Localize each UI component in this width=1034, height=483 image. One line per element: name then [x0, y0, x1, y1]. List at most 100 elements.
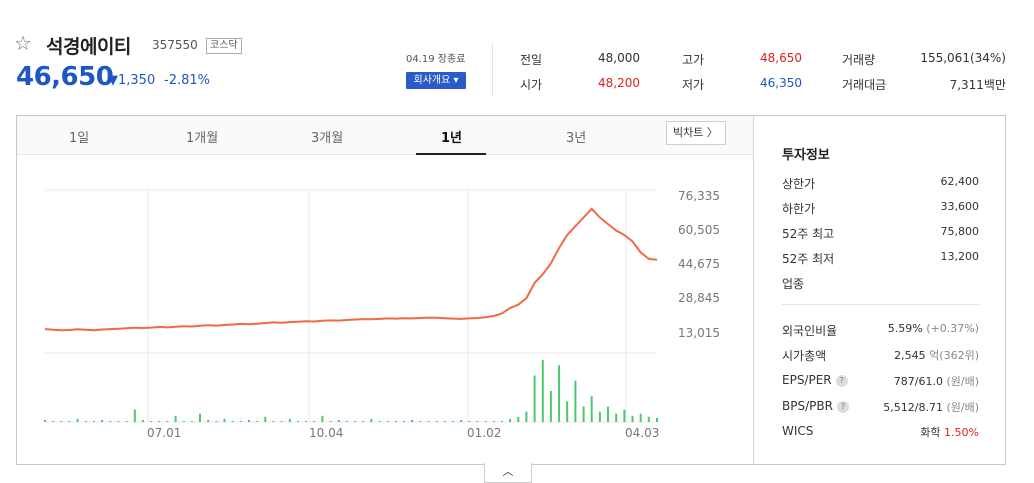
volume-bar — [492, 421, 495, 422]
help-icon[interactable]: ? — [835, 374, 848, 387]
y-tick: 13,015 — [678, 326, 720, 340]
volume-bar — [460, 419, 463, 422]
foreign-ratio-number: 5.59% — [887, 322, 923, 335]
volume-bar — [52, 421, 55, 422]
volume-bar — [468, 421, 471, 422]
volume-bar — [615, 413, 618, 422]
eps-per-text: EPS/PER — [782, 373, 832, 387]
volume-bar — [370, 418, 373, 422]
foreign-ratio-label: 외국인비율 — [782, 324, 838, 338]
volume-bar — [362, 421, 365, 422]
side-divider — [753, 116, 754, 464]
volume-bar — [403, 421, 405, 422]
volume-bar — [476, 421, 479, 422]
company-overview-button[interactable]: 회사개요 ▾ — [406, 72, 466, 89]
volume-bar — [280, 421, 283, 422]
side-divider-line — [782, 304, 979, 305]
volume-bar — [558, 365, 561, 422]
current-price: 46,650 — [16, 62, 114, 92]
volume-bar — [329, 421, 332, 422]
lower-limit-value: 33,600 — [940, 200, 980, 213]
52w-high-label: 52주 최고 — [782, 227, 835, 241]
high-label: 고가 — [682, 53, 705, 67]
header-divider — [492, 44, 493, 96]
price-change: ▼1,350 — [108, 73, 156, 88]
volume-bar — [411, 419, 414, 422]
volume-bar — [133, 409, 136, 422]
volume-bar — [68, 421, 71, 422]
volume-bar — [590, 396, 593, 422]
foreign-ratio-value: 5.59% (+0.37%) — [888, 322, 979, 335]
market-cap-label: 시가총액 — [782, 349, 827, 363]
collapse-toggle[interactable]: ︿ — [484, 463, 532, 483]
volume-bar — [549, 391, 552, 422]
volume-bar — [248, 419, 250, 422]
bps-pbr-label: BPS/PBR? — [782, 399, 849, 413]
wics-value: 화학 1.50% — [920, 424, 979, 440]
volume-bar — [231, 421, 234, 422]
eps-per-value: 787/61.0 (원/배) — [894, 373, 979, 389]
volume-bar — [427, 421, 430, 422]
bps-pbr-number: 5,512/8.71 — [883, 401, 943, 414]
market-cap-unit: 억(362위) — [929, 349, 979, 362]
trade-amount-label: 거래대금 — [842, 78, 887, 92]
volume-bar — [623, 409, 626, 422]
volume-bar — [582, 406, 585, 422]
y-tick: 60,505 — [678, 223, 720, 237]
period-tab-bar — [17, 116, 753, 155]
y-tick: 44,675 — [678, 257, 720, 271]
volume-bar — [190, 421, 193, 422]
prev-close-value: 48,000 — [598, 51, 640, 65]
volume-bar — [574, 380, 577, 422]
low-value: 46,350 — [760, 76, 802, 90]
tab-3y[interactable]: 3년 — [566, 131, 587, 146]
volume-bar — [378, 421, 381, 422]
volume-bar — [239, 421, 242, 422]
volume-bar — [101, 419, 104, 422]
open-label: 시가 — [520, 78, 543, 92]
help-icon[interactable]: ? — [836, 400, 849, 413]
tab-1y[interactable]: 1년 — [441, 131, 463, 146]
volume-bar — [607, 406, 609, 422]
bps-pbr-value: 5,512/8.71 (원/배) — [883, 399, 979, 415]
volume-bar — [207, 419, 210, 422]
tab-1d[interactable]: 1일 — [69, 131, 90, 146]
volume-bar — [452, 421, 454, 422]
volume-bar — [264, 416, 267, 422]
volume-bar — [533, 375, 536, 422]
volume-bar — [321, 415, 324, 422]
lower-limit-label: 하한가 — [782, 202, 816, 216]
favorite-star-icon[interactable]: ☆ — [14, 31, 32, 55]
volume-bar — [84, 421, 87, 422]
52w-high-value: 75,800 — [940, 225, 980, 238]
volume-bar — [305, 421, 308, 422]
volume-bar — [44, 419, 46, 422]
volume-bar — [419, 421, 422, 422]
volume-bar — [566, 401, 569, 422]
volume-bar — [125, 421, 128, 422]
y-tick: 28,845 — [678, 291, 720, 305]
volume-bar — [60, 421, 63, 422]
52w-low-label: 52주 최저 — [782, 252, 835, 266]
low-label: 저가 — [682, 78, 705, 92]
foreign-ratio-change: (+0.37%) — [926, 322, 979, 335]
wics-label: WICS — [782, 424, 814, 438]
x-tick: 07.01 — [147, 426, 182, 440]
bps-pbr-unit: (원/배) — [946, 401, 979, 414]
high-value: 48,650 — [760, 51, 802, 65]
upper-limit-value: 62,400 — [940, 175, 980, 188]
volume-bar — [109, 421, 112, 422]
volume-bar — [509, 418, 512, 422]
volume-bar — [141, 419, 144, 422]
bps-pbr-text: BPS/PBR — [782, 399, 833, 413]
price-line — [44, 207, 658, 332]
volume-bar — [297, 421, 299, 422]
volume-bar — [117, 421, 120, 422]
tab-3m[interactable]: 3개월 — [311, 131, 344, 146]
tab-1m[interactable]: 1개월 — [186, 131, 219, 146]
volume-bar — [639, 413, 642, 422]
big-chart-button[interactable]: 빅차트 〉 — [666, 121, 726, 145]
y-tick: 76,335 — [678, 189, 720, 203]
volume-bar — [166, 421, 169, 422]
wics-sector: 화학 — [920, 426, 941, 439]
